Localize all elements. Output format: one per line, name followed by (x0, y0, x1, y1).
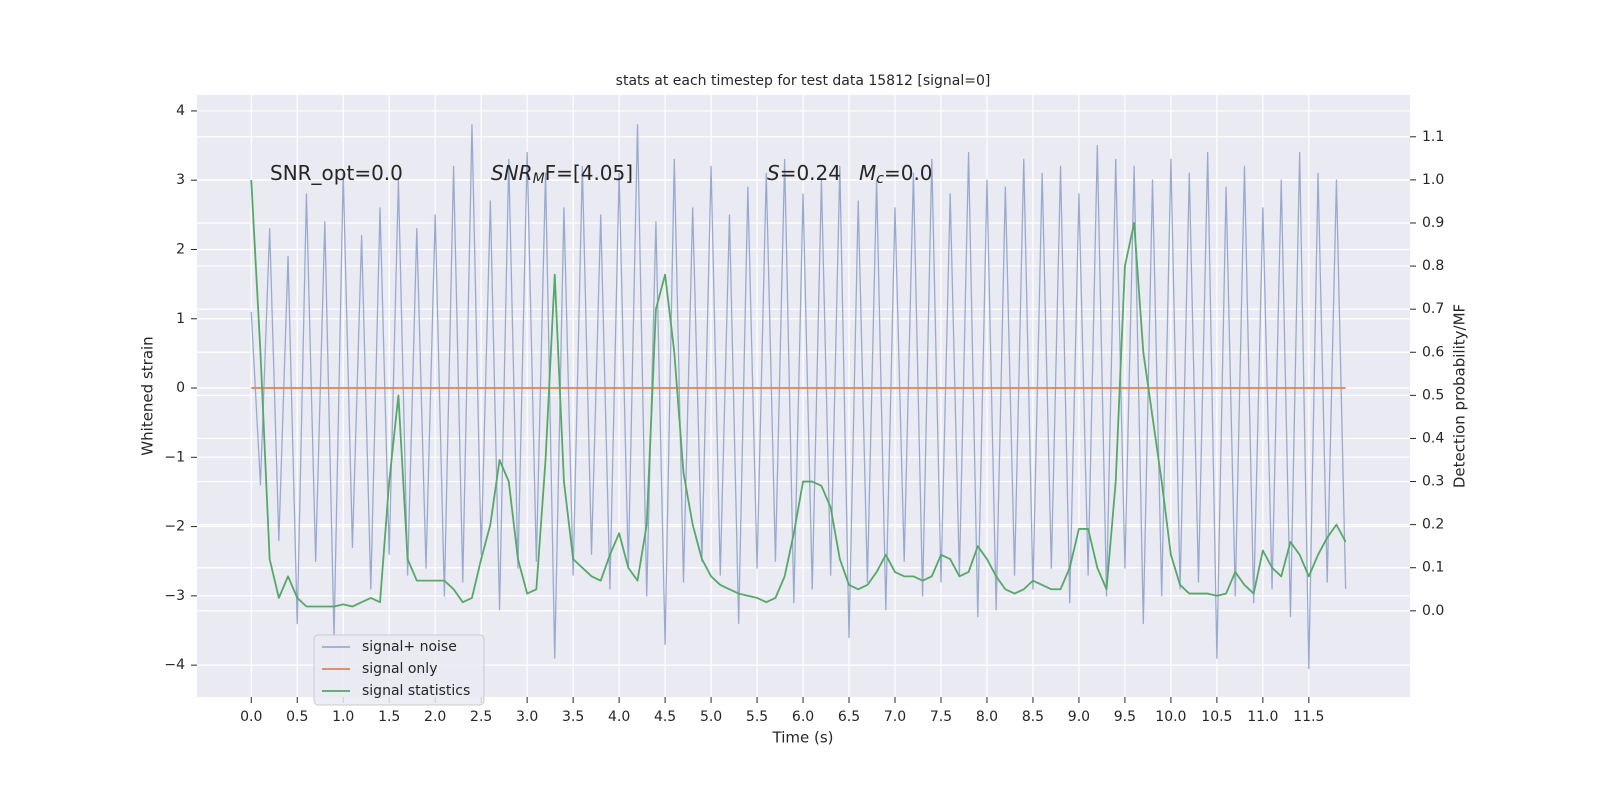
x-tick-label: 6.0 (792, 709, 814, 725)
annotation-part: S (767, 161, 780, 185)
annotation: S=0.24 (767, 161, 841, 185)
x-tick-label: 10.0 (1155, 709, 1186, 725)
x-tick-label: 8.5 (1022, 709, 1044, 725)
y2-tick-label: 0.0 (1422, 603, 1444, 619)
x-tick-label: 11.0 (1247, 709, 1278, 725)
y-tick-label: −1 (164, 449, 185, 465)
annotation-part: c (876, 171, 884, 187)
y-tick-label: −4 (164, 657, 185, 673)
x-tick-label: 5.0 (700, 709, 722, 725)
y2-tick-label: 1.1 (1422, 129, 1444, 145)
x-tick-label: 4.0 (608, 709, 630, 725)
annotation-part: =0.24 (780, 161, 841, 185)
legend: signal+ noise signal only signal statistic… (313, 634, 485, 706)
x-tick-label: 7.5 (930, 709, 952, 725)
y2-tick-label: 0.8 (1422, 258, 1444, 274)
y2-tick-label: 0.2 (1422, 517, 1444, 533)
annotation-part: M (859, 161, 876, 185)
annotation-part: =0.0 (884, 161, 933, 185)
y-tick-label: 1 (176, 311, 185, 327)
y2-tick-label: 0.4 (1422, 430, 1444, 446)
x-tick-label: 9.5 (1114, 709, 1136, 725)
legend-label: signal statistics (362, 683, 470, 699)
annotation-part: SNR (491, 161, 533, 185)
x-tick-label: 7.0 (884, 709, 906, 725)
x-tick-label: 9.0 (1068, 709, 1090, 725)
x-tick-label: 3.0 (516, 709, 538, 725)
y2-tick-label: 0.3 (1422, 474, 1444, 490)
annotation-part: F=[4.05] (545, 161, 633, 185)
x-tick-label: 4.5 (654, 709, 676, 725)
x-tick-label: 8.0 (976, 709, 998, 725)
y2-axis-label: Detection probability/MF (1451, 304, 1469, 488)
x-tick-label: 11.5 (1293, 709, 1324, 725)
annotation: Mc=0.0 (859, 161, 933, 188)
x-tick-label: 6.5 (838, 709, 860, 725)
annotation: SNR_opt=0.0 (270, 161, 403, 185)
marks (250, 124, 1347, 670)
annotation-part: M (533, 171, 545, 187)
annotation-part: SNR_opt=0.0 (270, 161, 403, 185)
x-axis-label: Time (s) (772, 729, 834, 747)
y2-tick-label: 0.6 (1422, 344, 1444, 360)
series-line (250, 179, 1347, 608)
y-tick-label: −3 (164, 588, 185, 604)
y-tick-label: 3 (176, 172, 185, 188)
x-tick-label: 2.0 (424, 709, 446, 725)
chart-title: stats at each timestep for test data 158… (616, 73, 991, 89)
x-tick-label: 1.5 (378, 709, 400, 725)
y-tick-label: 4 (176, 103, 185, 119)
x-tick-label: 0.0 (240, 709, 262, 725)
legend-box (313, 634, 485, 706)
y2-tick-label: 0.7 (1422, 301, 1444, 317)
series-line (250, 124, 1347, 670)
y2-tick-label: 0.5 (1422, 387, 1444, 403)
annotation: SNRMF=[4.05] (491, 161, 633, 188)
y-tick-label: −2 (164, 519, 185, 535)
x-tick-label: 0.5 (286, 709, 308, 725)
y-tick-label: 2 (176, 241, 185, 257)
y-tick-label: 0 (176, 380, 185, 396)
y2-tick-label: 0.1 (1422, 560, 1444, 576)
x-tick-label: 10.5 (1201, 709, 1232, 725)
axes: 0.0 0.5 1.0 1.5 2.0 2.5 3.0 3.5 4.0 4.5 5.0 5.5 6.0 6… (164, 103, 1444, 725)
y-axis-label: Whitened strain (139, 336, 157, 455)
y2-tick-label: 0.9 (1422, 215, 1444, 231)
x-tick-label: 3.5 (562, 709, 584, 725)
x-tick-label: 1.0 (332, 709, 354, 725)
legend-label: signal only (362, 661, 437, 677)
y2-tick-label: 1.0 (1422, 172, 1444, 188)
x-tick-label: 5.5 (746, 709, 768, 725)
x-tick-label: 2.5 (470, 709, 492, 725)
legend-label: signal+ noise (362, 639, 457, 655)
